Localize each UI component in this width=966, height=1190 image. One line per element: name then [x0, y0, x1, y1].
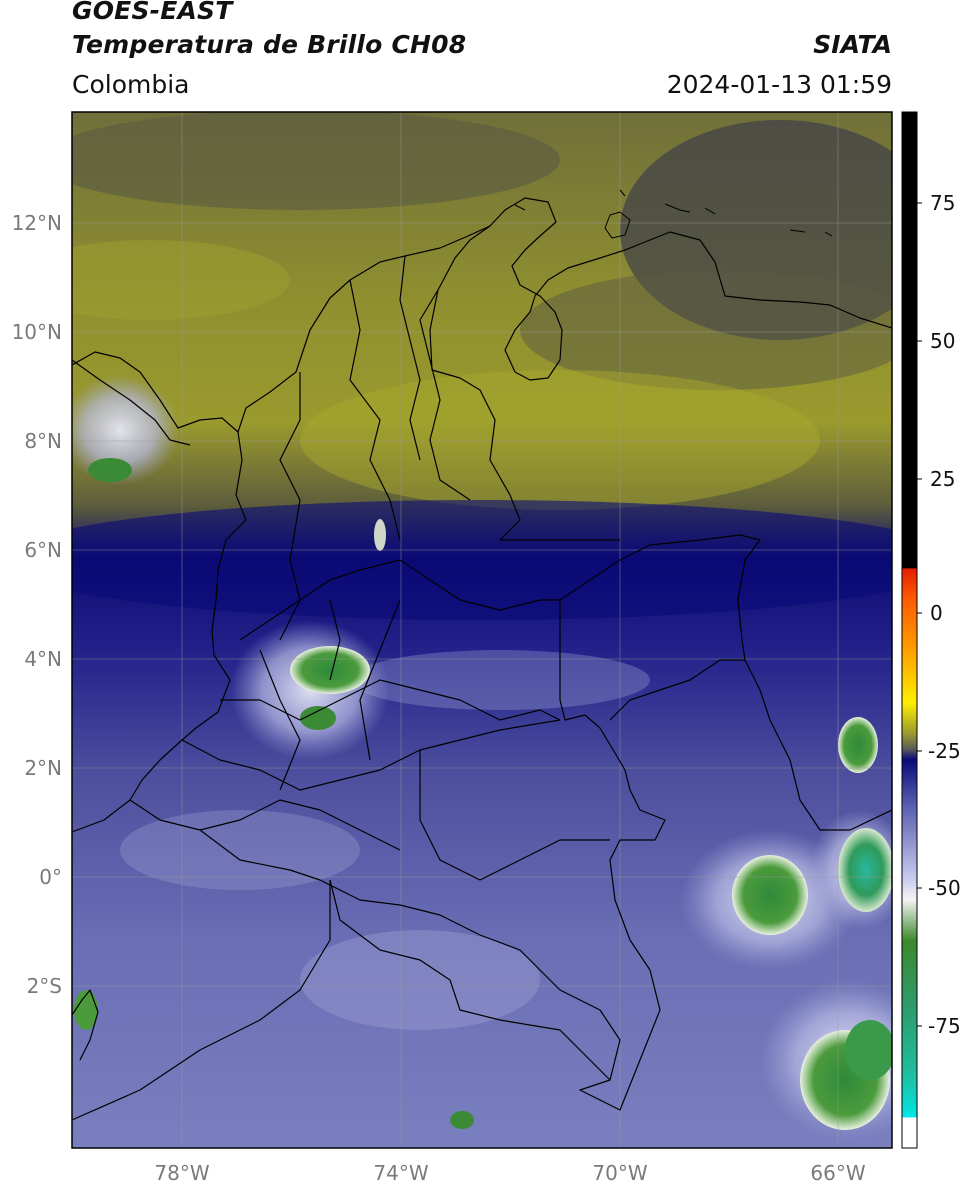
lat-tick-label: 8°N — [24, 429, 62, 453]
colorbar: 75 50 25 0 -25 -50 -75 — [901, 111, 961, 1149]
lat-tick-label: 6°N — [24, 538, 62, 562]
colorbar-tick-label: 75 — [930, 191, 955, 215]
lon-tick-label: 70°W — [592, 1161, 647, 1185]
map-frame — [71, 111, 893, 1149]
colorbar-tick-label: -50 — [928, 876, 961, 900]
lon-tick-label: 74°W — [373, 1161, 428, 1185]
brand-label: SIATA — [813, 30, 892, 59]
colorbar-tick-label: 25 — [930, 467, 955, 491]
satellite-title: GOES-EAST — [72, 0, 233, 25]
lon-tick-label: 66°W — [810, 1161, 865, 1185]
colorbar-tick-label: 0 — [930, 601, 943, 625]
region-label: Colombia — [72, 70, 190, 99]
lat-tick-label: 12°N — [12, 211, 62, 235]
product-title: Temperatura de Brillo CH08 — [72, 30, 467, 59]
lat-tick-label: 0° — [39, 865, 62, 889]
colorbar-scale — [902, 112, 917, 1148]
colorbar-frame — [901, 111, 918, 1149]
satellite-image — [72, 112, 892, 1148]
lon-tick-label: 78°W — [154, 1161, 209, 1185]
colorbar-tick-label: -25 — [928, 739, 961, 763]
datetime-label: 2024-01-13 01:59 — [666, 70, 892, 99]
colorbar-tick-label: 50 — [930, 329, 955, 353]
lat-tick-label: 2°S — [27, 974, 62, 998]
lat-tick-label: 2°N — [24, 756, 62, 780]
lat-tick-label: 4°N — [24, 647, 62, 671]
colorbar-tick-label: -75 — [928, 1014, 961, 1038]
lat-tick-label: 10°N — [12, 320, 62, 344]
